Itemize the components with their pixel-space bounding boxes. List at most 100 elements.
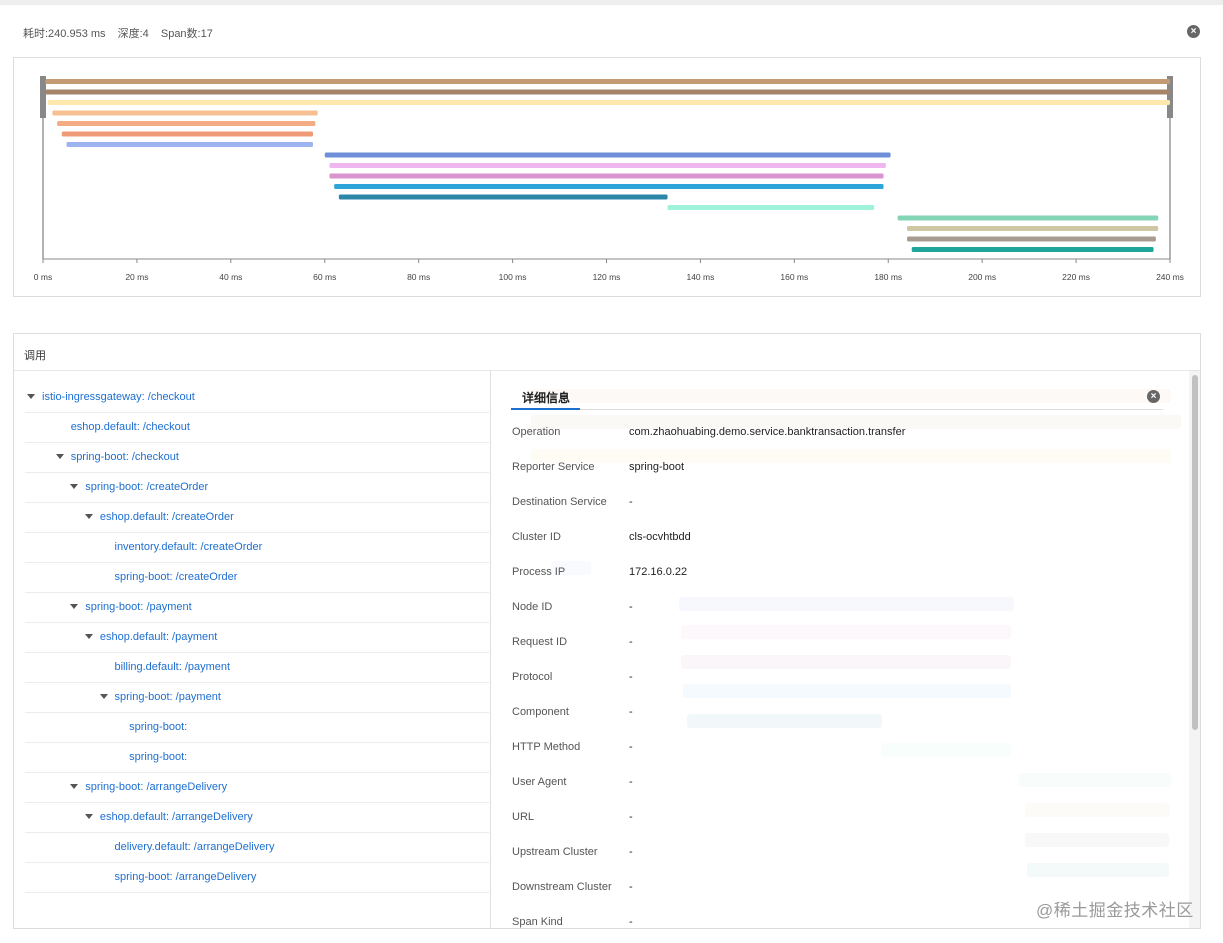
caret-down-icon[interactable] bbox=[70, 784, 79, 789]
detail-field-row: Node ID - bbox=[512, 601, 1152, 621]
detail-field-key: Upstream Cluster bbox=[512, 846, 598, 858]
caret-down-icon[interactable] bbox=[27, 394, 35, 399]
call-tree-label: spring-boot: /arrangeDelivery bbox=[114, 871, 257, 883]
call-tree-label: eshop.default: /createOrder bbox=[99, 511, 234, 523]
detail-field-row: HTTP Method - bbox=[512, 741, 1152, 761]
call-tree-row[interactable]: istio-ingressgateway: /checkout bbox=[25, 383, 489, 413]
detail-field-row: Request ID - bbox=[512, 636, 1152, 656]
detail-field-value: - bbox=[629, 916, 633, 928]
call-tree: istio-ingressgateway: /checkout eshop.def… bbox=[25, 383, 489, 893]
span-bar[interactable] bbox=[324, 152, 891, 158]
span-bar[interactable] bbox=[897, 215, 1159, 221]
call-tree-row[interactable]: spring-boot: /createOrder bbox=[25, 563, 489, 593]
call-tree-row[interactable]: eshop.default: /checkout bbox=[25, 413, 489, 443]
call-tree-label: delivery.default: /arrangeDelivery bbox=[114, 841, 275, 853]
ghost-bar bbox=[1019, 773, 1171, 787]
watermark: @稀土掘金技术社区 bbox=[1036, 901, 1194, 920]
call-tree-label: istio-ingressgateway: /checkout bbox=[42, 391, 195, 403]
caret-down-icon[interactable] bbox=[84, 514, 93, 519]
caret-down-icon[interactable] bbox=[70, 484, 79, 489]
span-bar[interactable] bbox=[61, 131, 314, 137]
detail-scrollbar[interactable] bbox=[1189, 371, 1200, 928]
call-tree-row[interactable]: spring-boot: /payment bbox=[25, 683, 489, 713]
call-tree-row[interactable]: inventory.default: /createOrder bbox=[25, 533, 489, 563]
call-tree-label: spring-boot: /createOrder bbox=[85, 481, 209, 493]
span-bar[interactable] bbox=[47, 100, 1171, 105]
detail-tabbar: 详细信息 bbox=[511, 385, 1163, 410]
span-bar[interactable] bbox=[907, 226, 1159, 231]
call-tree-row[interactable]: spring-boot: /arrangeDelivery bbox=[25, 773, 489, 803]
call-tree-label: eshop.default: /arrangeDelivery bbox=[99, 811, 253, 823]
detail-field-key: Node ID bbox=[512, 601, 553, 613]
call-tree-row[interactable]: spring-boot: /arrangeDelivery bbox=[25, 863, 489, 893]
ghost-bar bbox=[531, 415, 1181, 429]
span-bar[interactable] bbox=[667, 205, 875, 210]
call-tree-row[interactable]: spring-boot: /payment bbox=[25, 593, 489, 623]
call-tree-row[interactable]: eshop.default: /arrangeDelivery bbox=[25, 803, 489, 833]
detail-field-row: Protocol - bbox=[512, 671, 1152, 691]
span-bar[interactable] bbox=[45, 89, 1171, 95]
call-tree-row[interactable]: spring-boot: /createOrder bbox=[25, 473, 489, 503]
detail-field-row: Operation com.zhaohuabing.demo.service.ba… bbox=[512, 426, 1152, 446]
call-tree-row[interactable]: billing.default: /payment bbox=[25, 653, 489, 683]
call-tree-row[interactable]: delivery.default: /arrangeDelivery bbox=[25, 833, 489, 863]
scrollbar-thumb[interactable] bbox=[1192, 375, 1198, 730]
detail-field-key: Process IP bbox=[512, 566, 566, 578]
close-detail-icon[interactable]: × bbox=[1147, 390, 1160, 403]
detail-field-value: - bbox=[629, 846, 633, 858]
ghost-bar bbox=[551, 561, 591, 575]
close-trace-icon[interactable]: × bbox=[1187, 25, 1200, 38]
detail-field-row: Downstream Cluster - bbox=[512, 881, 1152, 901]
detail-field-key: Protocol bbox=[512, 671, 553, 683]
span-bar[interactable] bbox=[52, 110, 318, 116]
span-bar[interactable] bbox=[57, 121, 316, 126]
timeline-right-handle[interactable] bbox=[1167, 76, 1173, 118]
span-bar[interactable] bbox=[329, 163, 886, 168]
detail-field-value: - bbox=[629, 706, 633, 718]
x-tick-label: 20 ms bbox=[125, 272, 148, 282]
span-bar[interactable] bbox=[334, 184, 884, 189]
span-count-text: Span数:17 bbox=[160, 28, 213, 40]
call-tree-label: spring-boot: bbox=[129, 751, 188, 763]
calls-title: 调用 bbox=[14, 334, 1200, 371]
call-tree-row[interactable]: spring-boot: /checkout bbox=[25, 443, 489, 473]
detail-field-key: HTTP Method bbox=[512, 741, 581, 753]
call-tree-row[interactable]: eshop.default: /createOrder bbox=[25, 503, 489, 533]
span-bar[interactable] bbox=[66, 142, 314, 147]
span-bar[interactable] bbox=[907, 236, 1156, 242]
caret-down-icon[interactable] bbox=[55, 454, 64, 459]
ghost-bar bbox=[679, 597, 1014, 611]
depth-text: 深度:4 bbox=[117, 28, 149, 40]
span-bar[interactable] bbox=[329, 173, 884, 179]
caret-down-icon[interactable] bbox=[70, 604, 79, 609]
call-tree-label: spring-boot: /checkout bbox=[70, 451, 179, 463]
timeline-left-handle[interactable] bbox=[40, 76, 46, 118]
detail-field-row: Upstream Cluster - bbox=[512, 846, 1152, 866]
detail-field-value: - bbox=[629, 496, 633, 508]
call-tree-row[interactable]: spring-boot: bbox=[25, 713, 489, 743]
top-strip bbox=[0, 0, 1223, 5]
detail-field-row: Destination Service - bbox=[512, 496, 1152, 516]
caret-down-icon[interactable] bbox=[99, 694, 108, 699]
call-tree-row[interactable]: eshop.default: /payment bbox=[25, 623, 489, 653]
detail-field-value: spring-boot bbox=[629, 461, 685, 473]
detail-field-row: URL - bbox=[512, 811, 1152, 831]
call-tree-row[interactable]: spring-boot: bbox=[25, 743, 489, 773]
detail-field-row: Reporter Service spring-boot bbox=[512, 461, 1152, 481]
span-bar[interactable] bbox=[45, 79, 1171, 84]
span-bar[interactable] bbox=[911, 247, 1154, 252]
call-tree-label: spring-boot: /arrangeDelivery bbox=[85, 781, 228, 793]
ghost-bar bbox=[687, 714, 882, 728]
detail-field-key: URL bbox=[512, 811, 535, 823]
detail-field-key: Reporter Service bbox=[512, 461, 595, 473]
timeline-chart: 0 ms 20 ms 40 ms 60 ms 80 ms 100 ms 120 ms 140 … bbox=[34, 76, 1184, 282]
span-bar[interactable] bbox=[338, 194, 668, 200]
detail-field-row: Cluster ID cls-ocvhtbdd bbox=[512, 531, 1152, 551]
detail-field-key: Component bbox=[512, 706, 569, 718]
caret-down-icon[interactable] bbox=[84, 814, 93, 819]
tab-detail-info[interactable]: 详细信息 bbox=[511, 385, 581, 410]
caret-down-icon[interactable] bbox=[84, 634, 93, 639]
x-tick-label: 100 ms bbox=[499, 272, 527, 282]
call-tree-label: spring-boot: bbox=[129, 721, 188, 733]
ghost-bar bbox=[1025, 833, 1169, 847]
